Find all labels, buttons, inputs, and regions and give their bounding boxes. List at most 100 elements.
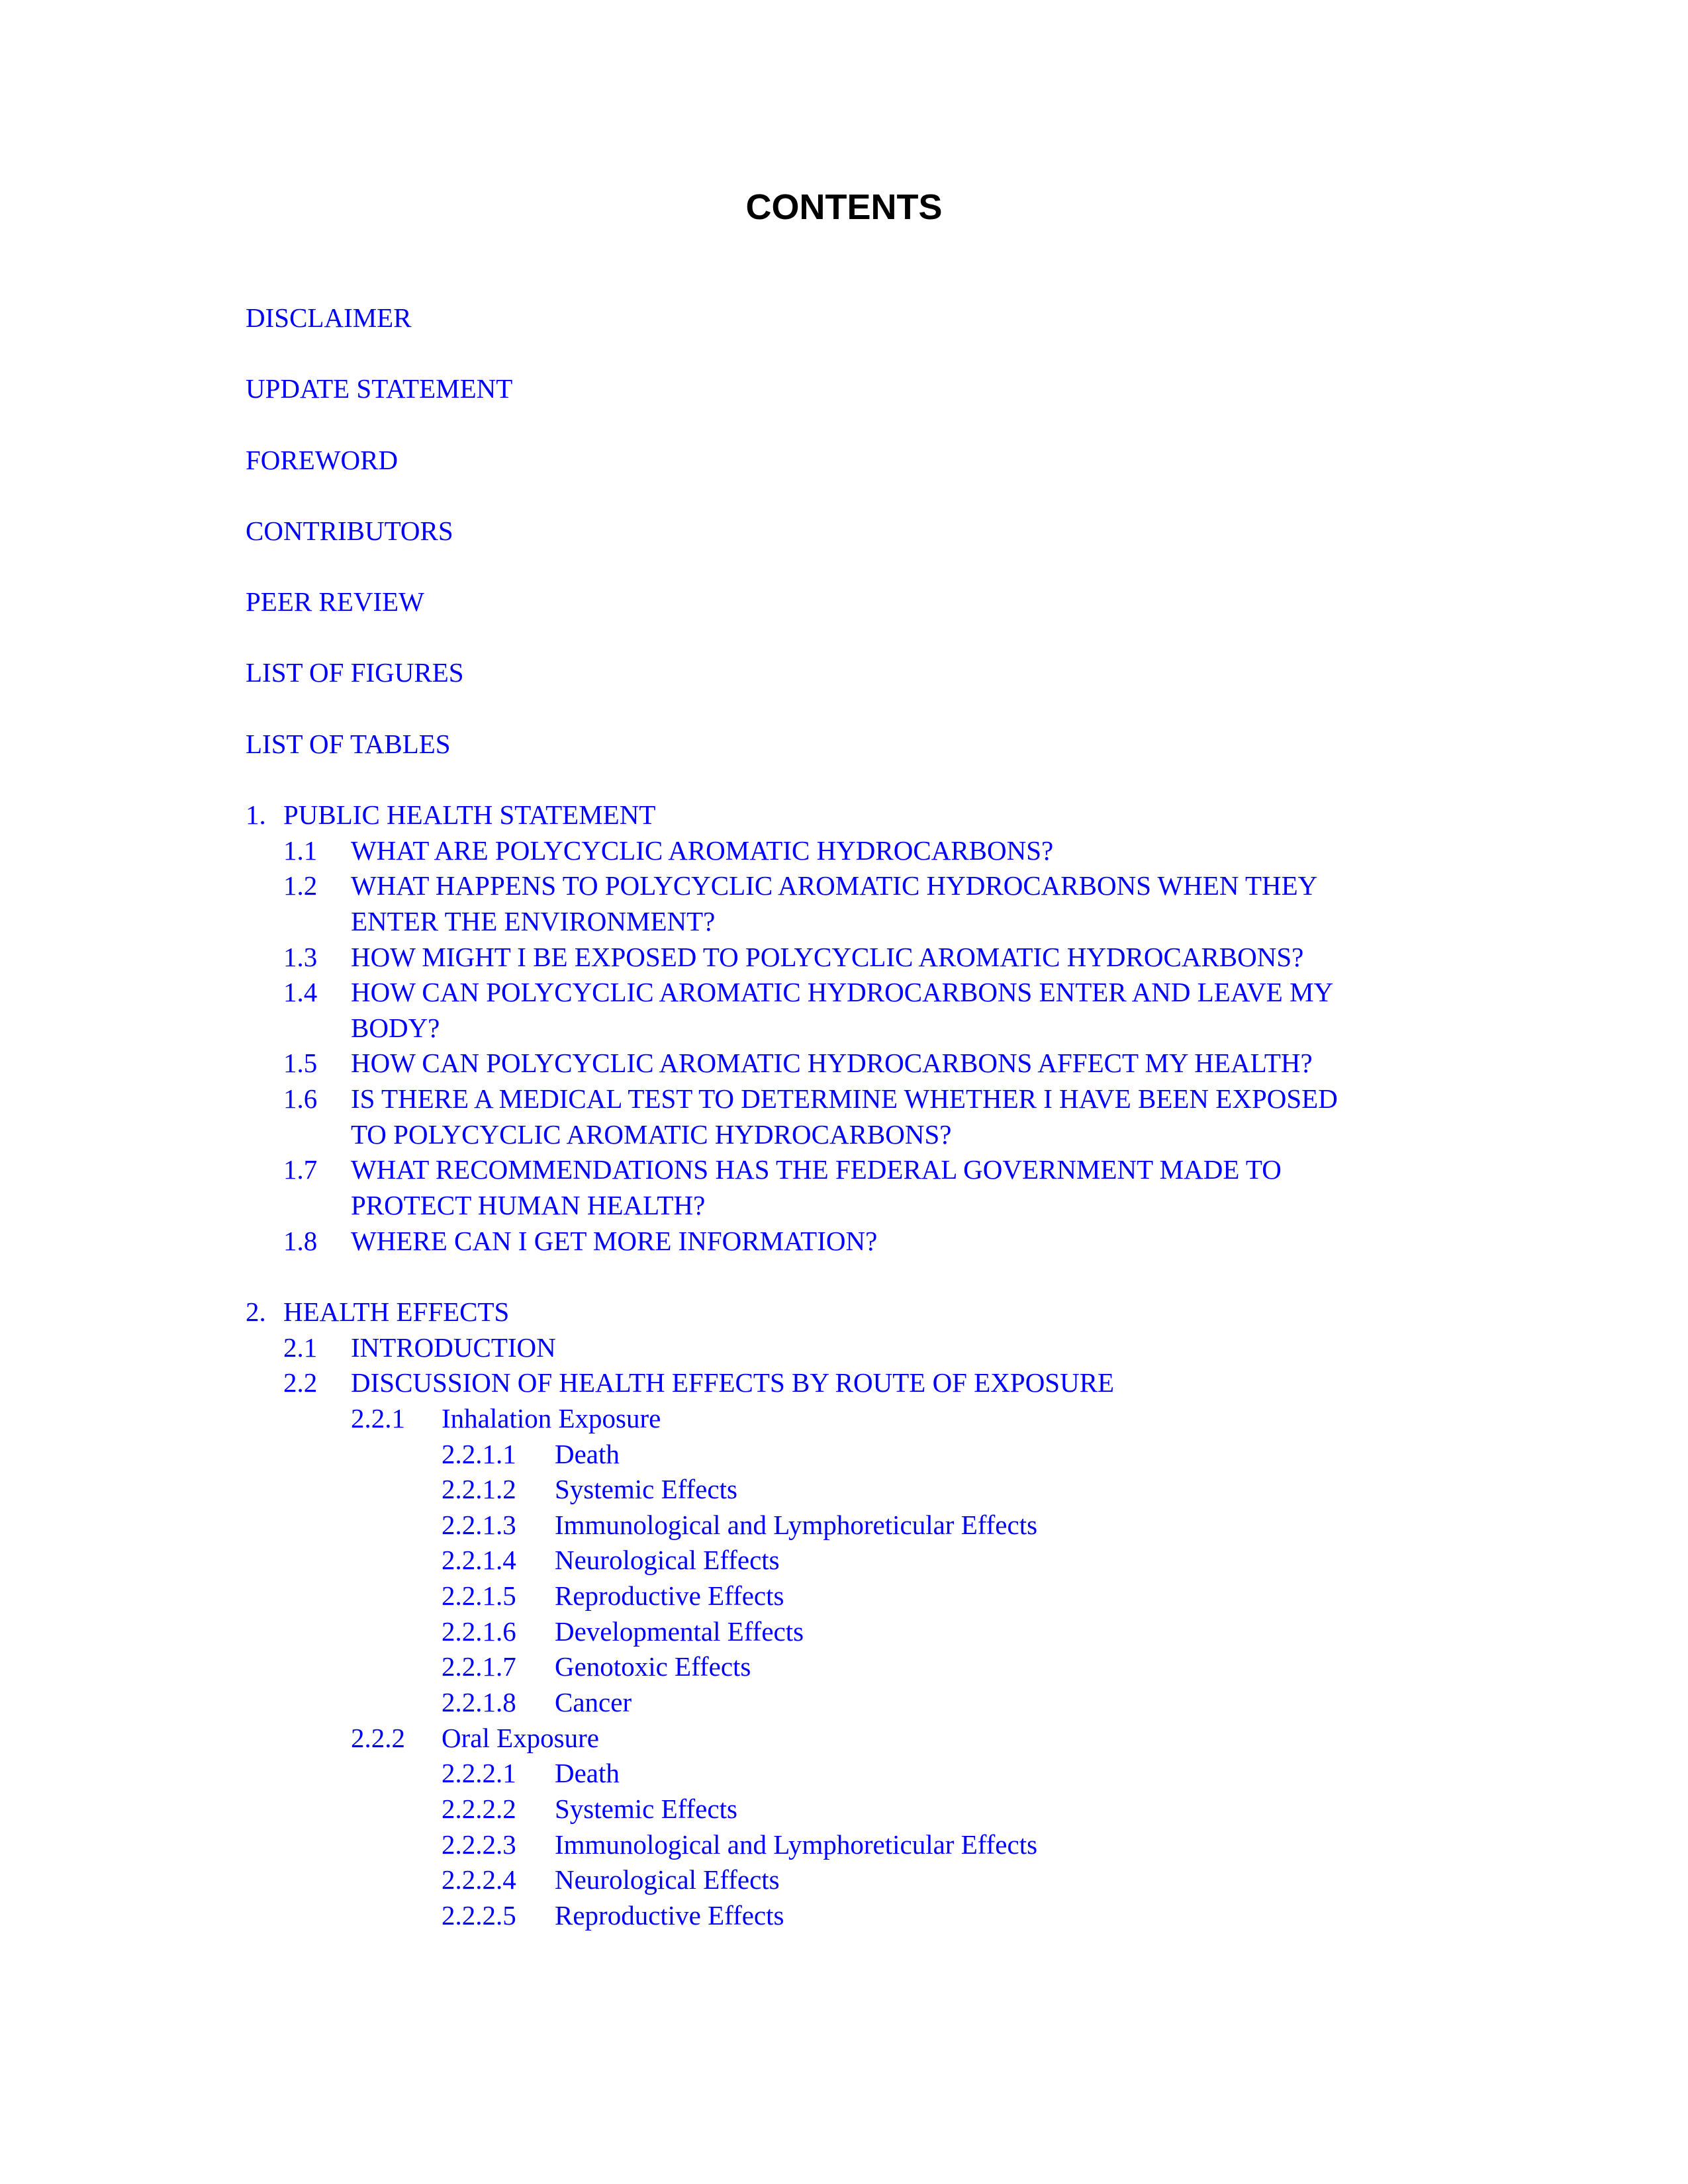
- toc-entry-label: HOW MIGHT I BE EXPOSED TO POLYCYCLIC ARO…: [351, 941, 1304, 972]
- toc-entry-number: 2.2.2.3: [442, 1829, 516, 1860]
- toc-entry-label: IS THERE A MEDICAL TEST TO DETERMINE WHE…: [351, 1083, 1338, 1115]
- toc-entry-number: 2.2.1.5: [442, 1580, 516, 1612]
- toc-link-subsubsection[interactable]: 2.2.1.8 Cancer: [0, 1685, 1688, 1721]
- toc-entry-number: 2.2.2.4: [442, 1864, 516, 1895]
- spacer: [0, 478, 1688, 514]
- toc-entry-label: Systemic Effects: [555, 1474, 737, 1505]
- toc-link-subsubsection[interactable]: 2.2.1.6 Developmental Effects: [0, 1614, 1688, 1650]
- toc-entry-label: WHERE CAN I GET MORE INFORMATION?: [351, 1225, 878, 1256]
- toc-link-front-matter[interactable]: CONTRIBUTORS: [0, 514, 1688, 549]
- toc-link-subsubsection[interactable]: 2.2.1.1 Death: [0, 1437, 1688, 1473]
- toc-entry-number: 2.2.1.8: [442, 1686, 516, 1717]
- toc-entry-label: Immunological and Lymphoreticular Effect…: [555, 1509, 1038, 1540]
- toc-entry-number: 2.1: [283, 1332, 318, 1363]
- toc-entry-number: 2.2: [283, 1367, 318, 1398]
- toc-link-subsection[interactable]: 2.2.1 Inhalation Exposure: [0, 1401, 1688, 1437]
- toc-entry-label: Neurological Effects: [555, 1545, 780, 1576]
- spacer: [0, 549, 1688, 584]
- toc-entry-number: 2.2.1.1: [442, 1438, 516, 1469]
- toc-link-front-matter[interactable]: LIST OF FIGURES: [0, 655, 1688, 691]
- toc-link-chapter[interactable]: 1. PUBLIC HEALTH STATEMENT: [0, 797, 1688, 833]
- toc-entry-label: HOW CAN POLYCYCLIC AROMATIC HYDROCARBONS…: [351, 977, 1334, 1008]
- toc-link-subsubsection[interactable]: 2.2.2.4 Neurological Effects: [0, 1862, 1688, 1898]
- toc-link-chapter[interactable]: 2. HEALTH EFFECTS: [0, 1295, 1688, 1330]
- toc-entry-label: Reproductive Effects: [555, 1580, 784, 1612]
- toc-entry-label: DISCLAIMER: [246, 302, 412, 333]
- spacer: [0, 620, 1688, 656]
- spacer: [0, 762, 1688, 797]
- toc-link-subsubsection[interactable]: 2.2.1.7 Genotoxic Effects: [0, 1649, 1688, 1685]
- spacer: [0, 336, 1688, 372]
- toc-link-section-continued[interactable]: PROTECT HUMAN HEALTH?: [0, 1188, 1688, 1224]
- toc-entry-label: Inhalation Exposure: [442, 1402, 661, 1433]
- toc-link-front-matter[interactable]: PEER REVIEW: [0, 584, 1688, 620]
- toc-entry-number: 1.5: [283, 1048, 318, 1079]
- toc-entry-number: 2.2.2: [351, 1722, 405, 1753]
- toc-entry-label: INTRODUCTION: [351, 1332, 556, 1363]
- toc-link-front-matter[interactable]: DISCLAIMER: [0, 300, 1688, 336]
- toc-link-subsection[interactable]: 2.2.2 Oral Exposure: [0, 1721, 1688, 1756]
- toc-entry-number: 2.2.1.3: [442, 1509, 516, 1540]
- toc-link-section[interactable]: 1.1 WHAT ARE POLYCYCLIC AROMATIC HYDROCAR…: [0, 833, 1688, 869]
- toc-entry-label: ENTER THE ENVIRONMENT?: [351, 905, 716, 936]
- toc-entry-label: FOREWORD: [246, 444, 399, 475]
- spacer: [0, 691, 1688, 727]
- toc-entry-number: 2.2.1.7: [442, 1651, 516, 1682]
- toc-entry-number: 1.4: [283, 977, 318, 1008]
- page-title: CONTENTS: [745, 187, 943, 227]
- toc-entry-label: LIST OF TABLES: [246, 728, 451, 759]
- toc-entry-label: HEALTH EFFECTS: [283, 1296, 510, 1327]
- toc-link-section[interactable]: 1.2 WHAT HAPPENS TO POLYCYCLIC AROMATIC H…: [0, 868, 1688, 904]
- toc-entry-label: WHAT RECOMMENDATIONS HAS THE FEDERAL GOV…: [351, 1154, 1282, 1185]
- toc-entry-number: 2.2.2.1: [442, 1758, 516, 1789]
- toc-entry-number: 1.: [246, 799, 266, 830]
- toc-link-section[interactable]: 1.5 HOW CAN POLYCYCLIC AROMATIC HYDROCARB…: [0, 1046, 1688, 1081]
- toc-entry-number: 2.2.2.5: [442, 1899, 516, 1931]
- toc-link-section[interactable]: 1.7 WHAT RECOMMENDATIONS HAS THE FEDERAL …: [0, 1152, 1688, 1188]
- toc-entry-label: Oral Exposure: [442, 1722, 599, 1753]
- toc-entry-label: CONTRIBUTORS: [246, 515, 453, 546]
- toc-entry-label: PEER REVIEW: [246, 586, 424, 617]
- toc-link-section[interactable]: 1.8 WHERE CAN I GET MORE INFORMATION?: [0, 1224, 1688, 1259]
- toc-entry-label: WHAT HAPPENS TO POLYCYCLIC AROMATIC HYDR…: [351, 870, 1318, 901]
- toc-entry-label: Reproductive Effects: [555, 1899, 784, 1931]
- toc-link-subsubsection[interactable]: 2.2.2.2 Systemic Effects: [0, 1792, 1688, 1827]
- toc-entry-label: Developmental Effects: [555, 1615, 804, 1647]
- toc-entry-label: WHAT ARE POLYCYCLIC AROMATIC HYDROCARBON…: [351, 835, 1054, 866]
- toc-entry-number: 2.2.1.6: [442, 1615, 516, 1647]
- toc-link-subsubsection[interactable]: 2.2.2.3 Immunological and Lymphoreticular…: [0, 1827, 1688, 1863]
- toc-entry-label: TO POLYCYCLIC AROMATIC HYDROCARBONS?: [351, 1118, 952, 1150]
- toc-link-section[interactable]: 1.4 HOW CAN POLYCYCLIC AROMATIC HYDROCARB…: [0, 975, 1688, 1011]
- toc-link-front-matter[interactable]: FOREWORD: [0, 443, 1688, 478]
- toc-link-section-continued[interactable]: ENTER THE ENVIRONMENT?: [0, 904, 1688, 940]
- toc-entry-label: Systemic Effects: [555, 1793, 737, 1824]
- toc-link-subsubsection[interactable]: 2.2.1.4 Neurological Effects: [0, 1543, 1688, 1578]
- toc-entry-label: HOW CAN POLYCYCLIC AROMATIC HYDROCARBONS…: [351, 1048, 1313, 1079]
- toc-link-section[interactable]: 1.6 IS THERE A MEDICAL TEST TO DETERMINE …: [0, 1081, 1688, 1117]
- toc-link-front-matter[interactable]: LIST OF TABLES: [0, 727, 1688, 762]
- toc-link-section[interactable]: 1.3 HOW MIGHT I BE EXPOSED TO POLYCYCLIC …: [0, 940, 1688, 976]
- toc-entry-number: 1.7: [283, 1154, 318, 1185]
- table-of-contents: DISCLAIMER UPDATE STATEMENT FOREWORD CONTRI…: [0, 300, 1688, 1933]
- toc-link-front-matter[interactable]: UPDATE STATEMENT: [0, 371, 1688, 407]
- toc-entry-label: Genotoxic Effects: [555, 1651, 751, 1682]
- toc-link-subsubsection[interactable]: 2.2.1.2 Systemic Effects: [0, 1472, 1688, 1508]
- toc-entry-number: 2.: [246, 1296, 266, 1327]
- toc-entry-label: Death: [555, 1438, 620, 1469]
- toc-entry-number: 2.2.1.2: [442, 1474, 516, 1505]
- toc-link-section-continued[interactable]: BODY?: [0, 1011, 1688, 1046]
- toc-link-section[interactable]: 2.1 INTRODUCTION: [0, 1330, 1688, 1366]
- toc-link-subsubsection[interactable]: 2.2.2.1 Death: [0, 1756, 1688, 1792]
- toc-entry-label: Death: [555, 1758, 620, 1789]
- toc-entry-number: 1.6: [283, 1083, 318, 1115]
- toc-entry-label: Neurological Effects: [555, 1864, 780, 1895]
- toc-entry-number: 2.2.2.2: [442, 1793, 516, 1824]
- toc-link-section[interactable]: 2.2 DISCUSSION OF HEALTH EFFECTS BY ROUTE…: [0, 1365, 1688, 1401]
- toc-link-subsubsection[interactable]: 2.2.2.5 Reproductive Effects: [0, 1898, 1688, 1934]
- toc-link-subsubsection[interactable]: 2.2.1.5 Reproductive Effects: [0, 1578, 1688, 1614]
- toc-entry-label: Immunological and Lymphoreticular Effect…: [555, 1829, 1038, 1860]
- toc-link-section-continued[interactable]: TO POLYCYCLIC AROMATIC HYDROCARBONS?: [0, 1117, 1688, 1153]
- toc-link-subsubsection[interactable]: 2.2.1.3 Immunological and Lymphoreticular…: [0, 1508, 1688, 1543]
- toc-entry-label: Cancer: [555, 1686, 632, 1717]
- spacer: [0, 1259, 1688, 1295]
